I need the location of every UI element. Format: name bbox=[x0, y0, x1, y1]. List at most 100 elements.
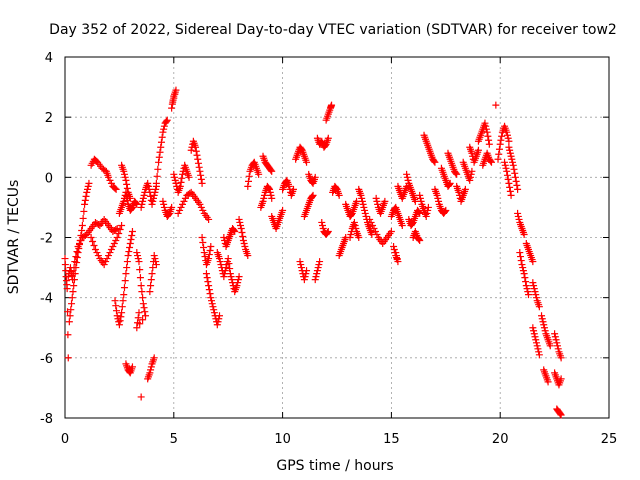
data-point bbox=[207, 243, 215, 251]
data-point bbox=[109, 243, 117, 251]
data-point bbox=[208, 297, 216, 305]
data-point bbox=[147, 282, 155, 290]
data-point bbox=[137, 393, 145, 401]
data-point bbox=[91, 246, 99, 254]
data-point bbox=[139, 300, 147, 308]
data-point bbox=[318, 221, 326, 229]
data-point bbox=[192, 147, 200, 155]
data-point bbox=[520, 270, 528, 278]
data-point bbox=[466, 176, 474, 184]
x-tick-label: 15 bbox=[383, 432, 400, 447]
data-point bbox=[134, 314, 142, 322]
data-point bbox=[390, 243, 398, 251]
data-point bbox=[532, 336, 540, 344]
data-point bbox=[180, 197, 188, 205]
data-point bbox=[197, 203, 205, 211]
data-point bbox=[265, 184, 273, 192]
data-point bbox=[237, 224, 245, 232]
data-point bbox=[346, 234, 354, 241]
data-point bbox=[529, 279, 537, 287]
data-point bbox=[266, 188, 274, 196]
y-tick-label: -2 bbox=[40, 232, 53, 247]
data-point bbox=[198, 234, 206, 241]
data-point bbox=[160, 122, 168, 130]
data-point bbox=[117, 313, 125, 321]
data-point bbox=[168, 104, 176, 112]
data-point bbox=[94, 252, 102, 260]
data-point bbox=[285, 182, 293, 190]
data-point bbox=[206, 247, 214, 255]
data-point bbox=[160, 200, 168, 208]
y-tick-label: -4 bbox=[40, 292, 53, 307]
data-point bbox=[534, 345, 542, 353]
data-point bbox=[503, 167, 511, 175]
data-point bbox=[69, 270, 77, 278]
data-point bbox=[392, 249, 400, 257]
data-point bbox=[415, 236, 423, 244]
data-point bbox=[466, 173, 474, 181]
data-point bbox=[235, 273, 243, 281]
data-point bbox=[483, 128, 491, 136]
data-point bbox=[77, 237, 85, 245]
data-point bbox=[514, 185, 522, 193]
data-point bbox=[122, 270, 130, 278]
data-point bbox=[118, 221, 126, 229]
data-point bbox=[358, 194, 366, 202]
data-point bbox=[102, 258, 110, 266]
data-point bbox=[332, 184, 340, 192]
data-point bbox=[482, 122, 490, 130]
data-point bbox=[495, 145, 503, 153]
data-point bbox=[398, 221, 406, 229]
data-point bbox=[498, 132, 506, 140]
data-point bbox=[225, 260, 233, 268]
data-point bbox=[230, 226, 238, 234]
data-point bbox=[522, 282, 530, 290]
data-point bbox=[485, 136, 493, 144]
data-point bbox=[245, 172, 253, 180]
data-point bbox=[303, 158, 311, 166]
data-point bbox=[111, 297, 119, 305]
data-point bbox=[65, 318, 73, 326]
data-point bbox=[509, 158, 517, 166]
data-point bbox=[370, 224, 378, 232]
data-point bbox=[93, 249, 101, 257]
data-point bbox=[210, 309, 218, 317]
data-point bbox=[177, 203, 185, 211]
data-point bbox=[121, 277, 129, 285]
data-point bbox=[503, 171, 511, 179]
data-point bbox=[531, 288, 539, 296]
data-point bbox=[519, 264, 527, 272]
data-point bbox=[519, 267, 527, 275]
data-point bbox=[492, 101, 500, 109]
data-point bbox=[237, 221, 245, 229]
data-point bbox=[313, 270, 321, 278]
data-point bbox=[529, 324, 537, 332]
data-point bbox=[110, 240, 118, 248]
data-point bbox=[314, 264, 322, 272]
data-point bbox=[146, 288, 154, 296]
data-point bbox=[324, 227, 332, 235]
data-point bbox=[76, 240, 84, 248]
data-point bbox=[74, 243, 82, 251]
data-point bbox=[503, 131, 511, 139]
data-point bbox=[113, 234, 121, 241]
data-point bbox=[120, 167, 128, 175]
data-point bbox=[231, 227, 239, 235]
data-point bbox=[201, 253, 209, 261]
data-point bbox=[123, 258, 131, 266]
data-point bbox=[557, 375, 565, 383]
data-point bbox=[551, 330, 559, 338]
data-point bbox=[424, 206, 432, 214]
data-point bbox=[135, 309, 143, 317]
data-point bbox=[74, 249, 82, 257]
data-point bbox=[124, 252, 132, 260]
data-point bbox=[318, 218, 326, 226]
data-point bbox=[89, 238, 97, 246]
data-point bbox=[112, 185, 120, 193]
data-point bbox=[260, 191, 268, 199]
data-point bbox=[112, 302, 120, 310]
y-axis-label: SDTVAR / TECUs bbox=[6, 180, 22, 295]
data-point bbox=[113, 312, 121, 320]
data-point bbox=[373, 230, 381, 238]
